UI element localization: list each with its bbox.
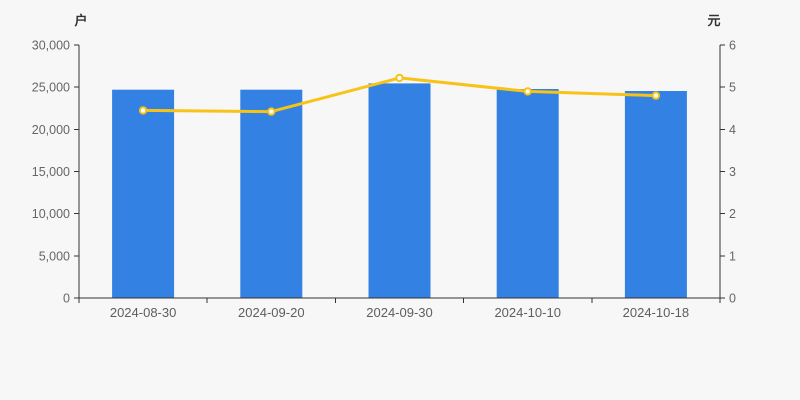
left-axis-tick-label: 25,000 [32,81,70,95]
x-axis-label: 2024-09-20 [238,305,305,320]
x-axis-label: 2024-10-10 [494,305,561,320]
right-axis-tick-label: 4 [729,123,736,137]
right-axis-tick-label: 1 [729,249,736,263]
x-axis-label: 2024-10-18 [623,305,690,320]
right-axis-tick-label: 6 [729,39,736,53]
bar[interactable] [112,89,175,298]
bar[interactable] [624,91,687,298]
right-axis-tick-label: 3 [729,165,736,179]
x-axis-label: 2024-08-30 [110,305,177,320]
line-point[interactable] [138,106,148,115]
line-point[interactable] [523,87,532,96]
bar[interactable] [240,89,303,298]
left-axis-tick-label: 30,000 [32,39,70,53]
x-axis-label: 2024-09-30 [366,305,433,320]
line-point[interactable] [651,91,661,100]
right-axis-tick-label: 0 [729,292,736,306]
right-axis-tick-label: 2 [729,207,736,221]
left-axis-tick-label: 20,000 [32,123,70,137]
left-axis-unit-label: 户 [74,13,88,28]
right-axis-unit-label: 元 [707,13,721,28]
line-point[interactable] [267,107,276,116]
left-axis-tick-label: 5,000 [39,249,70,263]
bar[interactable] [368,83,431,299]
left-axis-tick-label: 10,000 [32,207,70,221]
bar[interactable] [496,89,559,298]
left-axis-tick-label: 15,000 [32,165,70,179]
right-axis-tick-label: 5 [729,81,736,95]
line-point[interactable] [395,73,404,83]
left-axis-tick-label: 0 [63,292,70,306]
